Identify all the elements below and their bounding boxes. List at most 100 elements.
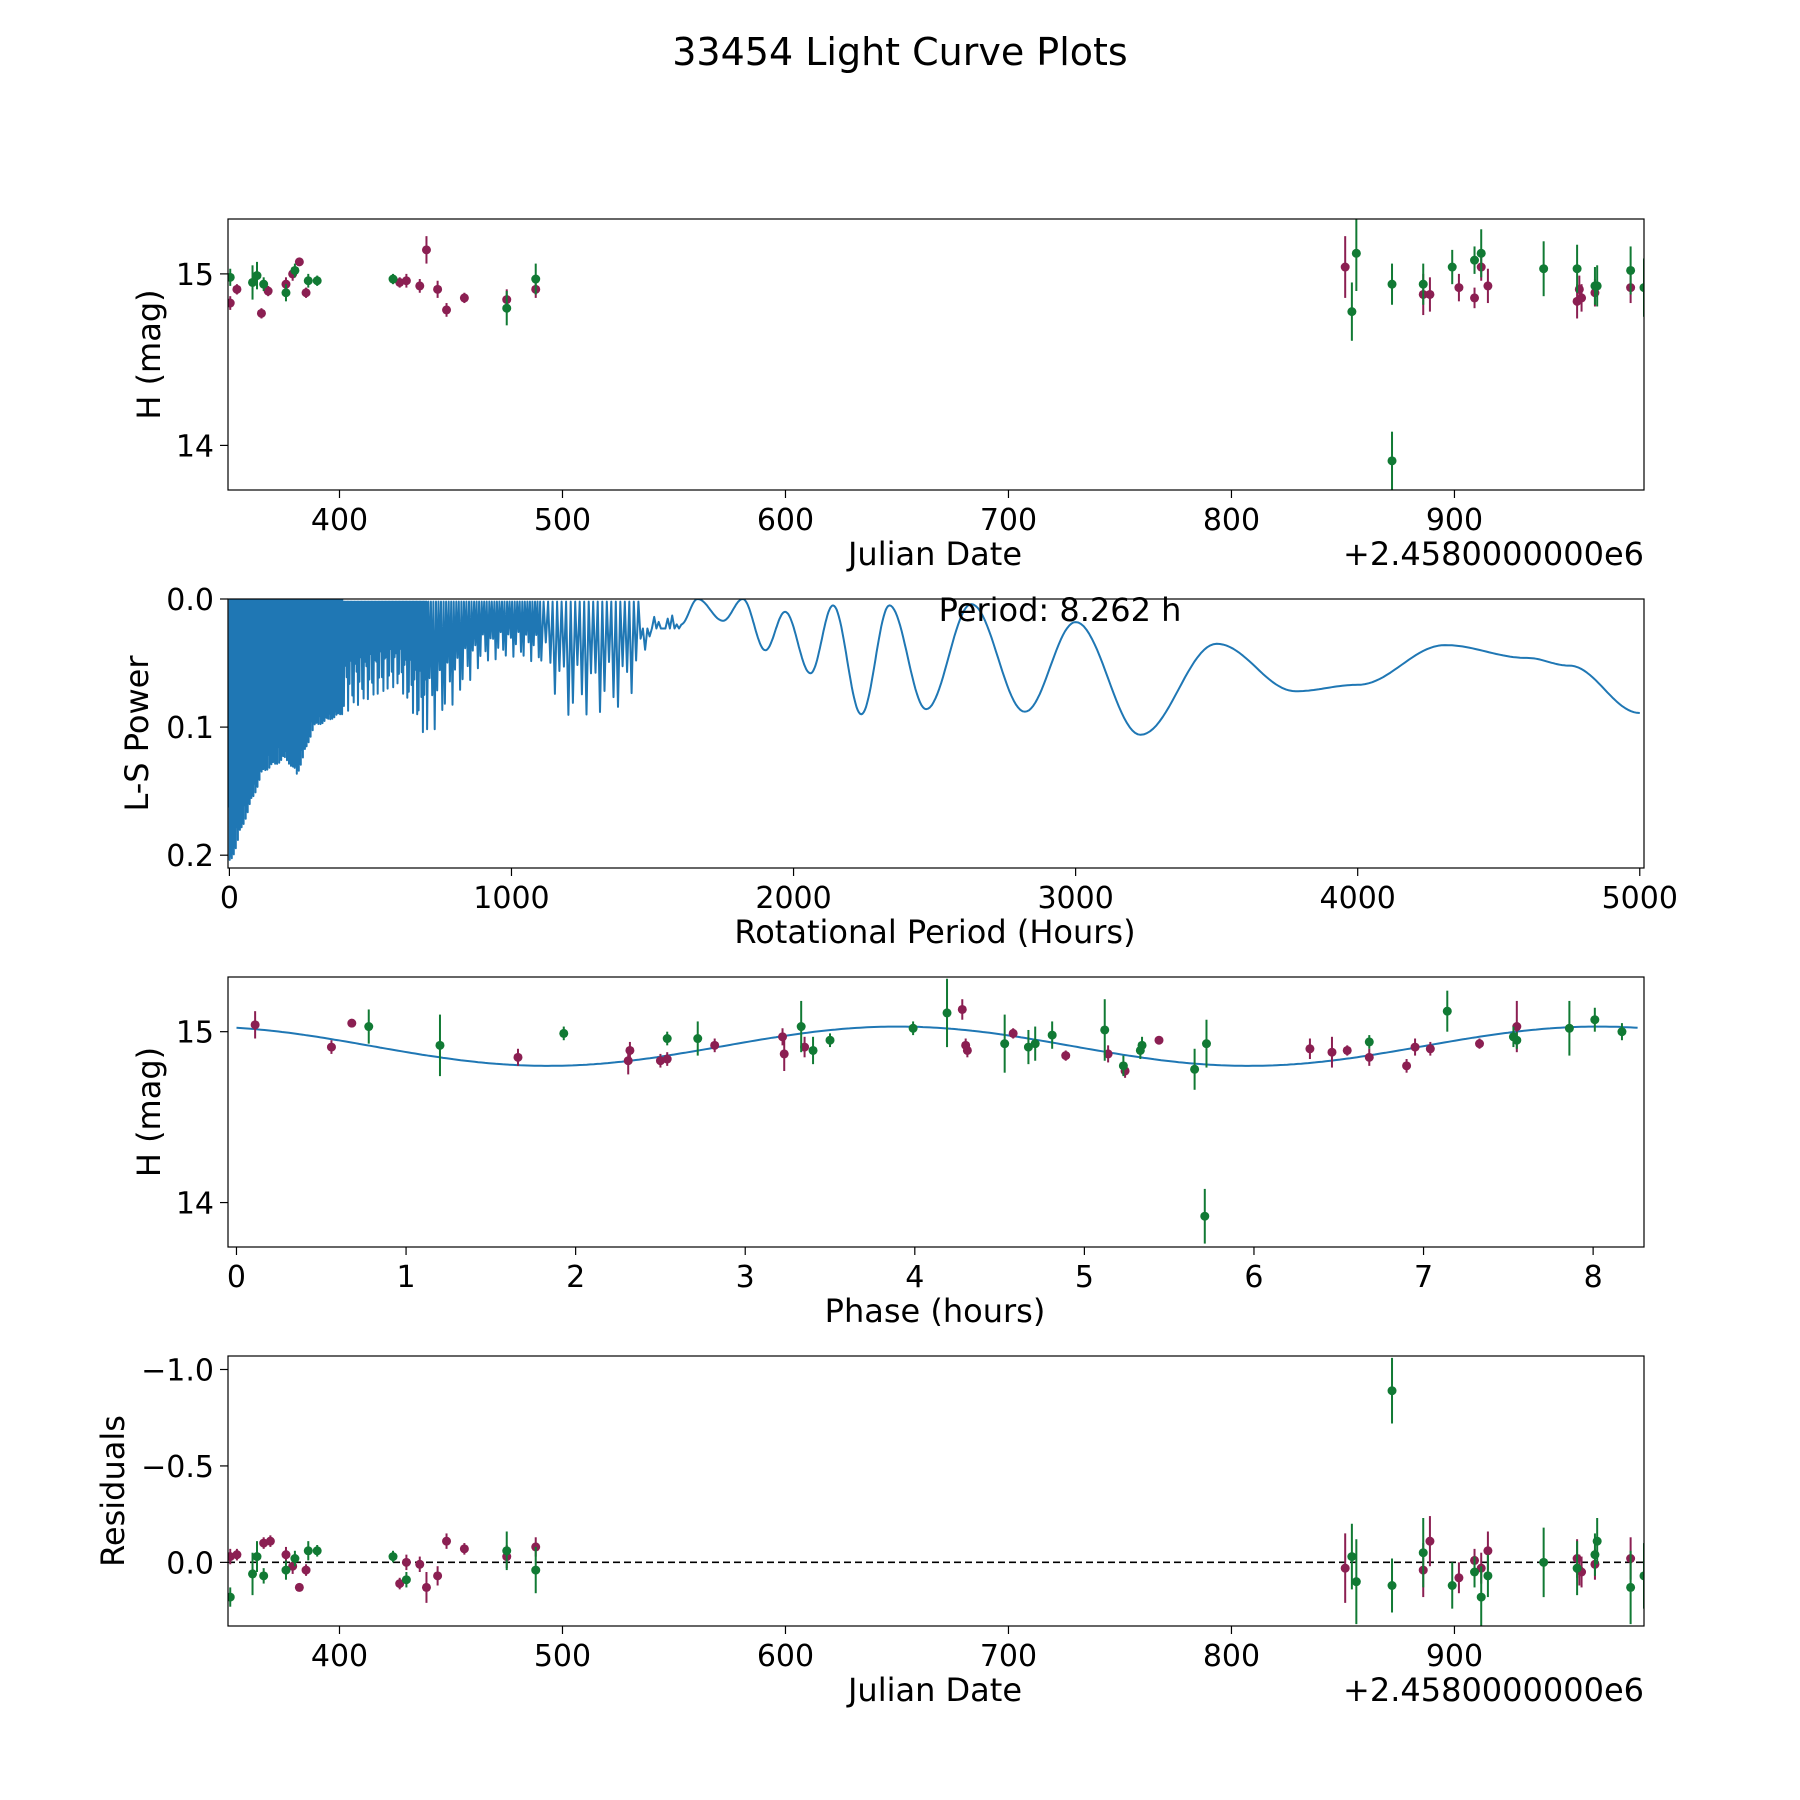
y-tick-label: 14 bbox=[176, 1187, 214, 1222]
data-point bbox=[1364, 1037, 1374, 1047]
data-point bbox=[232, 284, 242, 294]
data-point bbox=[301, 1565, 311, 1575]
data-point bbox=[1418, 1548, 1428, 1558]
data-point bbox=[778, 1032, 788, 1042]
data-point bbox=[1137, 1040, 1147, 1050]
x-tick-label: 4 bbox=[905, 1260, 924, 1295]
data-point bbox=[1617, 1027, 1627, 1037]
data-point bbox=[281, 1565, 291, 1575]
x-tick-label: 3000 bbox=[1037, 881, 1113, 916]
lightcurve-points bbox=[228, 219, 1644, 490]
data-point bbox=[655, 1056, 665, 1066]
data-point bbox=[1342, 1045, 1352, 1055]
data-point bbox=[312, 1546, 322, 1556]
data-point bbox=[265, 1536, 275, 1546]
data-point bbox=[693, 1034, 703, 1044]
data-point bbox=[256, 308, 266, 318]
data-point bbox=[232, 1550, 242, 1560]
data-point bbox=[294, 257, 304, 267]
data-point bbox=[825, 1035, 835, 1045]
data-point bbox=[1340, 1563, 1350, 1573]
data-point bbox=[1454, 283, 1464, 293]
periodogram-ylabel: L-S Power bbox=[118, 655, 156, 812]
periodogram-xlabel: Rotational Period (Hours) bbox=[734, 913, 1135, 951]
data-point bbox=[421, 1582, 431, 1592]
data-point bbox=[347, 1018, 357, 1028]
x-tick-label: 400 bbox=[311, 503, 368, 538]
data-point bbox=[1347, 1552, 1357, 1562]
phased-panel: 0 1 2 3 4 5 6 7 8 15 14 Phase (hours) H (mag) bbox=[130, 976, 1645, 1330]
data-point bbox=[1572, 1563, 1582, 1573]
x-tick-label: 800 bbox=[1203, 503, 1260, 538]
x-tick-label: 600 bbox=[757, 1639, 814, 1674]
data-point bbox=[294, 1582, 304, 1592]
y-tick-label: 0.2 bbox=[166, 839, 214, 874]
periodogram-axes-frame bbox=[227, 598, 1645, 869]
x-tick-label: 8 bbox=[1584, 1260, 1603, 1295]
data-point bbox=[228, 272, 235, 282]
data-point bbox=[248, 1569, 258, 1579]
residuals-offset-label: +2.4580000000e6 bbox=[1343, 1671, 1644, 1709]
data-point bbox=[312, 276, 322, 286]
data-point bbox=[442, 305, 452, 315]
data-point bbox=[531, 274, 541, 284]
data-point bbox=[228, 298, 235, 308]
x-tick-label: 800 bbox=[1203, 1639, 1260, 1674]
lightcurve-axes-frame bbox=[227, 218, 1645, 491]
figure-title: 33454 Light Curve Plots bbox=[672, 30, 1127, 74]
data-point bbox=[1387, 456, 1397, 466]
data-point bbox=[710, 1040, 720, 1050]
data-point bbox=[1639, 1571, 1644, 1581]
data-point bbox=[779, 1049, 789, 1059]
data-point bbox=[1327, 1047, 1337, 1057]
x-tick-label: 700 bbox=[980, 503, 1037, 538]
data-point bbox=[1512, 1035, 1522, 1045]
data-point bbox=[303, 1546, 313, 1556]
residuals-panel: 400 500 600 700 800 900 0.0 −0.5 −1.0 Julian Dat… bbox=[94, 1354, 1645, 1709]
x-tick-label: 600 bbox=[757, 503, 814, 538]
data-point bbox=[1483, 1546, 1493, 1556]
data-point bbox=[395, 1579, 405, 1589]
data-point bbox=[625, 1045, 635, 1055]
data-point bbox=[559, 1028, 569, 1038]
data-point bbox=[259, 279, 269, 289]
data-point bbox=[303, 276, 313, 286]
data-point bbox=[459, 293, 469, 303]
data-point bbox=[364, 1022, 374, 1032]
data-point bbox=[1387, 279, 1397, 289]
power-curve bbox=[228, 599, 1640, 861]
data-point bbox=[388, 1552, 398, 1562]
data-point bbox=[1470, 1567, 1480, 1577]
data-point bbox=[1387, 1581, 1397, 1590]
data-point bbox=[1454, 1573, 1464, 1583]
periodogram-ticks: 0 1000 2000 3000 4000 5000 0.0 0.1 0.2 bbox=[166, 583, 1678, 916]
x-tick-label: 900 bbox=[1426, 503, 1483, 538]
data-point bbox=[1364, 1052, 1374, 1062]
phased-points bbox=[236, 978, 1638, 1244]
data-point bbox=[1425, 1536, 1435, 1546]
x-tick-label: 500 bbox=[534, 1639, 591, 1674]
phased-ylabel: H (mag) bbox=[130, 1047, 168, 1177]
fit-curve bbox=[236, 1025, 1638, 1067]
x-tick-label: 1000 bbox=[473, 881, 549, 916]
data-point bbox=[1047, 1030, 1057, 1040]
data-point bbox=[1030, 1039, 1040, 1049]
data-point bbox=[1425, 289, 1435, 299]
x-tick-label: 6 bbox=[1244, 1260, 1263, 1295]
data-point bbox=[1103, 1049, 1113, 1059]
data-point bbox=[1592, 281, 1602, 291]
data-point bbox=[259, 1571, 269, 1581]
data-point bbox=[662, 1054, 672, 1064]
data-point bbox=[1351, 248, 1361, 258]
data-point bbox=[401, 1575, 411, 1585]
y-tick-label: 0.1 bbox=[166, 711, 214, 746]
residual-points bbox=[228, 1357, 1644, 1626]
data-point bbox=[1118, 1061, 1128, 1071]
data-point bbox=[1475, 1039, 1485, 1049]
lightcurve-xlabel: Julian Date bbox=[846, 535, 1022, 573]
data-point bbox=[435, 1040, 445, 1050]
x-tick-label: 700 bbox=[980, 1639, 1037, 1674]
data-point bbox=[908, 1023, 918, 1033]
y-tick-label: −0.5 bbox=[141, 1450, 214, 1485]
